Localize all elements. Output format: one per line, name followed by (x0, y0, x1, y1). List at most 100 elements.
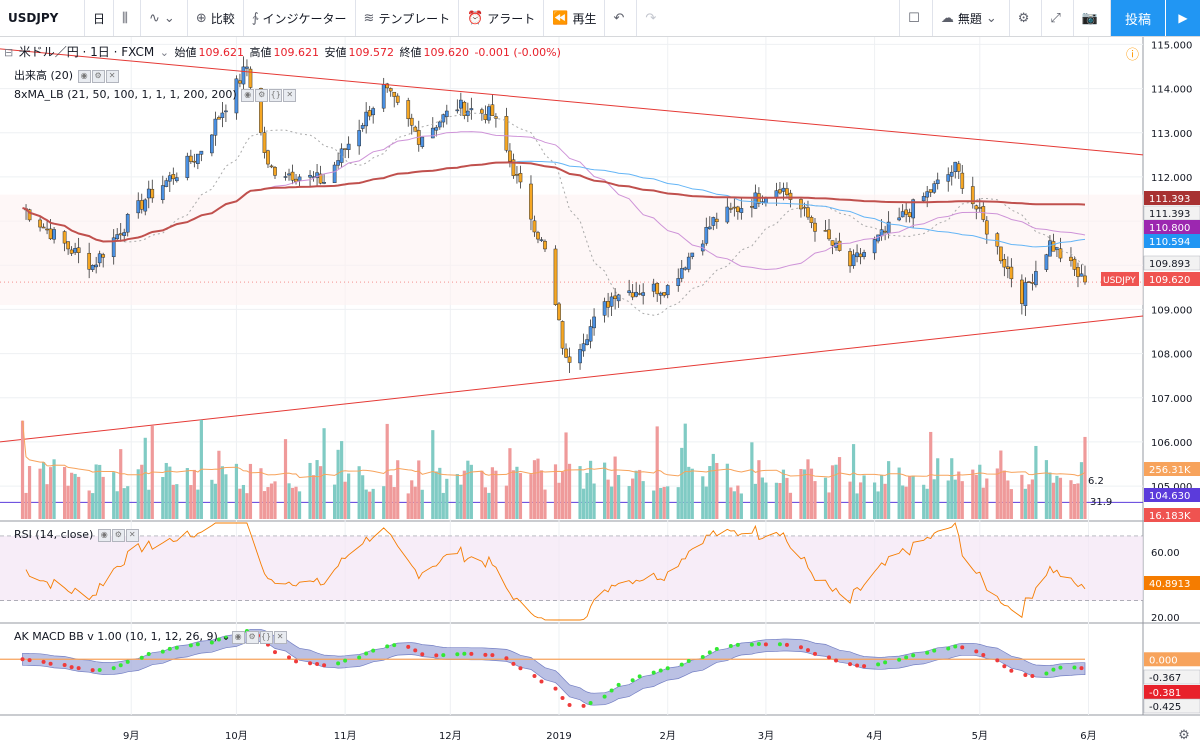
settings-icon[interactable]: ⚙ (111, 528, 125, 542)
volume-bar (781, 469, 786, 519)
chart-canvas[interactable]: 115.000114.000113.000112.000111.000110.0… (0, 37, 1200, 751)
indicators-button[interactable]: ∱ インジケーター (244, 0, 356, 36)
volume-bar (774, 482, 779, 519)
volume-bar (634, 470, 638, 519)
volume-bar (259, 468, 263, 519)
eye-icon[interactable]: ◉ (241, 88, 255, 102)
candle-body (830, 240, 835, 246)
candle-body (872, 239, 877, 254)
macd-dot (69, 665, 74, 670)
close-icon[interactable]: ✕ (125, 528, 139, 542)
macd-dot (616, 682, 621, 687)
settings-icon[interactable]: ⚙ (255, 88, 269, 102)
redo-button[interactable]: ↷ (637, 0, 668, 36)
volume-bar (217, 450, 221, 519)
undo-button[interactable]: ↶ (605, 0, 638, 36)
price-axis[interactable]: 115.000114.000113.000112.000111.000110.0… (1101, 40, 1200, 714)
time-axis-label: 5月 (972, 730, 988, 742)
time-axis-label: 3月 (758, 730, 774, 742)
candle-body (655, 282, 660, 295)
volume-bar (732, 491, 736, 519)
eye-icon[interactable]: ◉ (77, 69, 91, 83)
candle-body (41, 226, 46, 229)
fullscreen-frame-button[interactable]: ☐ (899, 0, 933, 36)
macd-dot (364, 651, 369, 656)
macd-dot (434, 653, 439, 658)
macd-dot (679, 662, 684, 667)
volume-bar (610, 486, 614, 519)
settings-icon[interactable]: ⚙ (91, 69, 105, 83)
close-icon[interactable]: ✕ (283, 88, 297, 102)
price-pane (0, 48, 1144, 503)
line-style-button[interactable]: ∿ ⌄ (141, 0, 188, 36)
candle-body (139, 200, 144, 210)
eye-icon[interactable]: ◉ (231, 630, 245, 644)
snapshot-button[interactable]: 📷 (1074, 0, 1111, 36)
volume-bar (806, 459, 810, 519)
volume-bar (273, 481, 277, 519)
alert-button[interactable]: ⏰ アラート (459, 0, 545, 36)
candle-body (928, 189, 933, 193)
candle-body (167, 175, 172, 182)
close-icon[interactable]: ✕ (273, 630, 287, 644)
candle-body (441, 114, 446, 123)
volume-bar (1006, 480, 1010, 519)
chart-style-button[interactable]: ⫼ (114, 0, 141, 36)
chevron-down-icon[interactable]: ⌄ (221, 630, 231, 643)
volume-bar (925, 488, 929, 519)
compare-button[interactable]: ⊕ 比較 (188, 0, 244, 36)
volume-bar (445, 478, 449, 519)
macd-dot (160, 649, 165, 654)
settings-button[interactable]: ⚙ (1010, 0, 1043, 36)
candle-body (1058, 248, 1063, 259)
volume-bar (715, 462, 719, 519)
volume-bar (957, 471, 961, 519)
candle-body (1044, 254, 1049, 270)
fullscreen-button[interactable]: ⤢ (1042, 0, 1074, 36)
interval-button[interactable]: 日 (85, 0, 115, 36)
macd-dot (174, 645, 179, 650)
vol-mini-2: 31.9 (1090, 497, 1113, 508)
source-icon[interactable]: {} (259, 630, 273, 644)
settings-icon[interactable]: ⚙ (245, 630, 259, 644)
volume-bar (659, 487, 663, 519)
replay-button[interactable]: ⏪ 再生 (544, 0, 606, 36)
candle-body (262, 132, 267, 153)
volume-bar (382, 486, 386, 519)
macd-bollinger-band (22, 629, 1086, 706)
post-button[interactable]: 投稿 (1110, 0, 1165, 36)
volume-bar (389, 475, 393, 519)
macd-dot (392, 643, 397, 648)
candle-body (437, 121, 442, 128)
volume-bar (459, 484, 463, 519)
symbol-search[interactable]: USDJPY (0, 0, 85, 36)
candle-body (1005, 266, 1010, 270)
layout-menu[interactable]: ☁ 無題 ⌄ (933, 0, 1010, 36)
warning-icon[interactable]: ⓘ (1126, 48, 1140, 63)
collapse-icon[interactable]: ⊟ (4, 46, 14, 59)
time-axis[interactable]: 9月 10月 11月 12月 2019 2月 3月 4月 5月 6月 ⚙ (123, 728, 1190, 743)
candle-body (308, 174, 312, 178)
source-icon[interactable]: {} (269, 88, 283, 102)
volume-bar (220, 466, 224, 519)
volume-bar (101, 476, 105, 519)
macd-dot (322, 663, 327, 668)
macd-dot (62, 663, 67, 668)
volume-bar (38, 468, 42, 519)
candle-body (115, 234, 120, 240)
chevron-down-icon[interactable]: ⌄ (159, 46, 169, 59)
macd-axis-tag-bg (1144, 652, 1200, 667)
templates-button[interactable]: ≋ テンプレート (356, 0, 460, 36)
volume-bar (995, 468, 999, 519)
macd-legend: AK MACD BB v 1.00 (10, 1, 12, 26, 9) ⌄ ◉ ⚙… (14, 630, 287, 644)
macd-dot (883, 660, 888, 665)
candle-body (395, 95, 400, 103)
macd-dot (981, 652, 986, 657)
candle-body (897, 217, 901, 221)
close-icon[interactable]: ✕ (105, 69, 119, 83)
volume-bar (799, 468, 803, 519)
macd-axis-tag: -0.367 (1149, 673, 1181, 684)
candle-body (704, 227, 709, 244)
eye-icon[interactable]: ◉ (97, 528, 111, 542)
play-button[interactable]: ▶ (1165, 0, 1200, 36)
